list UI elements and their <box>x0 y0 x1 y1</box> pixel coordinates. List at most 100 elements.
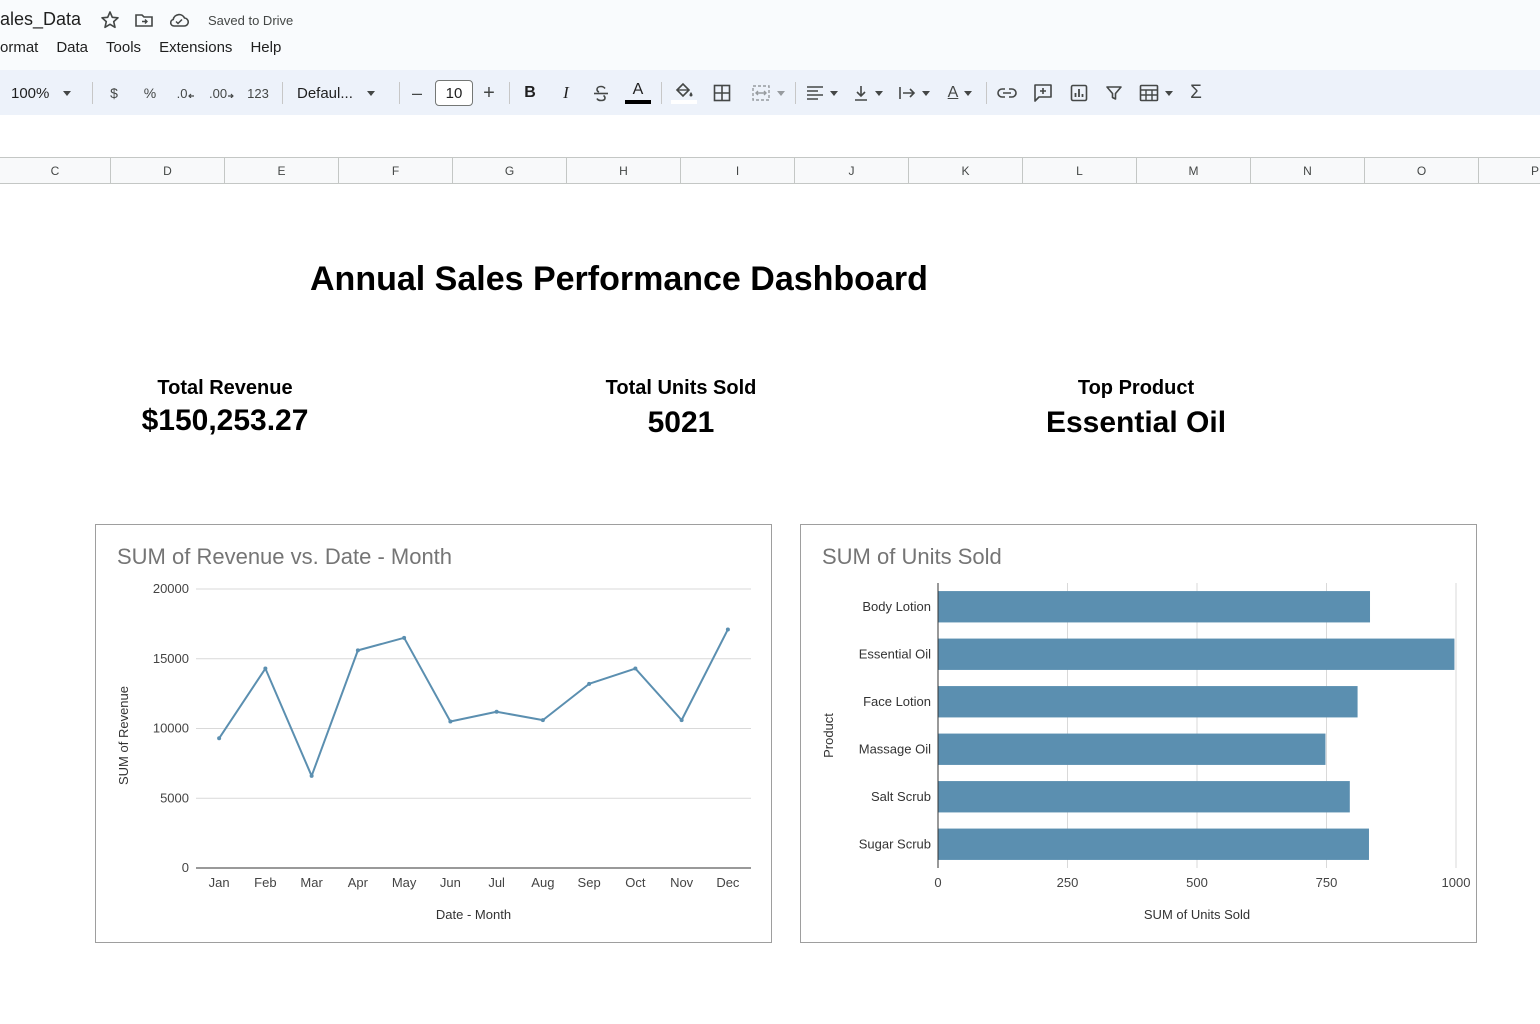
x-tick-label: Sep <box>578 875 601 890</box>
arrow-left-icon <box>188 93 195 98</box>
increase-decimal-button[interactable]: .00 <box>209 78 235 108</box>
units-bar-chart[interactable]: 0 250 500 750 1000 Body Lotion Essential Oil Fa… <box>800 524 1477 943</box>
borders-icon <box>713 84 731 102</box>
star-icon[interactable] <box>100 10 120 30</box>
y-tick-label: 15000 <box>153 651 189 666</box>
increase-font-size-button[interactable]: + <box>480 78 498 108</box>
insert-comment-button[interactable] <box>1032 78 1054 108</box>
column-header-g[interactable]: G <box>453 158 567 183</box>
bar[interactable] <box>938 733 1326 765</box>
text-rotation-button[interactable]: A <box>942 78 978 108</box>
percent-format-button[interactable]: % <box>140 78 160 108</box>
data-point[interactable] <box>263 666 268 671</box>
merge-cells-button[interactable] <box>748 78 788 108</box>
minus-label: – <box>411 82 422 103</box>
document-title[interactable]: ales_Data <box>0 9 82 29</box>
number-format-button[interactable]: 123 <box>245 78 271 108</box>
bar[interactable] <box>938 638 1455 670</box>
data-point[interactable] <box>402 635 407 640</box>
data-point[interactable] <box>494 709 499 714</box>
column-header-e[interactable]: E <box>225 158 339 183</box>
align-left-icon <box>807 86 823 100</box>
data-point[interactable] <box>587 681 592 686</box>
chevron-down-icon <box>875 90 883 96</box>
menu-data[interactable]: Data <box>56 39 89 56</box>
x-axis-label: Date - Month <box>436 907 511 922</box>
menu-extensions[interactable]: Extensions <box>159 39 233 56</box>
y-tick-label: Sugar Scrub <box>859 836 931 851</box>
text-wrapping-button[interactable] <box>896 78 932 108</box>
data-point[interactable] <box>540 718 545 723</box>
column-header-f[interactable]: F <box>339 158 453 183</box>
data-point[interactable] <box>217 736 222 741</box>
data-point[interactable] <box>725 627 730 632</box>
text-color-button[interactable]: A <box>624 78 652 108</box>
borders-button[interactable] <box>711 78 733 108</box>
merge-cells-icon <box>752 85 770 101</box>
font-select[interactable]: Defaul... <box>297 78 387 108</box>
column-header-i[interactable]: I <box>681 158 795 183</box>
column-header-h[interactable]: H <box>567 158 681 183</box>
revenue-series-line[interactable] <box>218 629 729 777</box>
menu-format[interactable]: ormat <box>0 39 39 56</box>
x-tick-label: 0 <box>934 875 941 890</box>
percent-label: % <box>143 85 157 101</box>
kpi-top-product: Top Product Essential Oil <box>1036 377 1236 440</box>
link-icon <box>997 88 1017 98</box>
number-format-label: 123 <box>247 85 269 101</box>
column-header-c[interactable]: C <box>0 158 111 183</box>
bar[interactable] <box>938 781 1350 813</box>
bar[interactable] <box>938 828 1369 860</box>
strikethrough-button[interactable] <box>590 78 612 108</box>
chart-title: SUM of Units Sold <box>822 544 1002 569</box>
currency-format-button[interactable]: $ <box>104 78 124 108</box>
bar[interactable] <box>938 591 1371 623</box>
column-header-j[interactable]: J <box>795 158 909 183</box>
fill-color-button[interactable] <box>671 78 697 108</box>
x-tick-label: Aug <box>531 875 554 890</box>
x-tick-label: Oct <box>625 875 646 890</box>
move-folder-icon[interactable] <box>134 10 154 30</box>
column-header-p[interactable]: P <box>1530 163 1539 178</box>
font-size-input[interactable]: 10 <box>435 78 473 108</box>
bold-button[interactable]: B <box>522 78 538 108</box>
italic-button[interactable]: I <box>558 78 574 108</box>
filter-button[interactable] <box>1103 78 1125 108</box>
column-header-o[interactable]: O <box>1365 158 1479 183</box>
column-header-n[interactable]: N <box>1251 158 1365 183</box>
functions-button[interactable]: Σ <box>1186 78 1206 108</box>
x-tick-label: Nov <box>670 875 694 890</box>
data-point[interactable] <box>309 773 314 778</box>
data-point[interactable] <box>679 718 684 723</box>
menu-bar: ormat Data Tools Extensions Help <box>0 39 290 56</box>
data-point[interactable] <box>355 648 360 653</box>
insert-link-button[interactable] <box>996 78 1018 108</box>
chevron-down-icon <box>366 90 375 96</box>
bar[interactable] <box>938 686 1358 718</box>
column-header-d[interactable]: D <box>111 158 225 183</box>
column-header-m[interactable]: M <box>1137 158 1251 183</box>
table-view-button[interactable] <box>1137 78 1175 108</box>
align-bottom-icon <box>855 86 867 101</box>
decrease-font-size-button[interactable]: – <box>409 78 425 108</box>
x-tick-label: Dec <box>716 875 740 890</box>
horizontal-align-button[interactable] <box>804 78 840 108</box>
zoom-value: 100% <box>11 84 50 102</box>
menu-help[interactable]: Help <box>250 39 282 56</box>
toolbar: 100% $ % .0 .00 123 Defaul... – 10 + B I… <box>0 70 1540 115</box>
revenue-line-chart[interactable]: 0 5000 10000 15000 20000 Jan Feb Mar Apr May Jun Ju… <box>95 524 772 943</box>
column-header-k[interactable]: K <box>909 158 1023 183</box>
decrease-decimal-button[interactable]: .0 <box>174 78 198 108</box>
font-size-value: 10 <box>435 80 473 106</box>
vertical-align-button[interactable] <box>850 78 886 108</box>
zoom-select[interactable]: 100% <box>11 78 81 108</box>
column-header-l[interactable]: L <box>1023 158 1137 183</box>
text-rotation-label: A <box>947 84 959 101</box>
menu-tools[interactable]: Tools <box>106 39 142 56</box>
data-point[interactable] <box>448 719 453 724</box>
fill-color-swatch <box>671 100 697 104</box>
x-tick-label: 1000 <box>1442 875 1471 890</box>
data-point[interactable] <box>633 666 638 671</box>
insert-chart-button[interactable] <box>1068 78 1090 108</box>
cloud-saved-icon[interactable] <box>168 10 190 30</box>
